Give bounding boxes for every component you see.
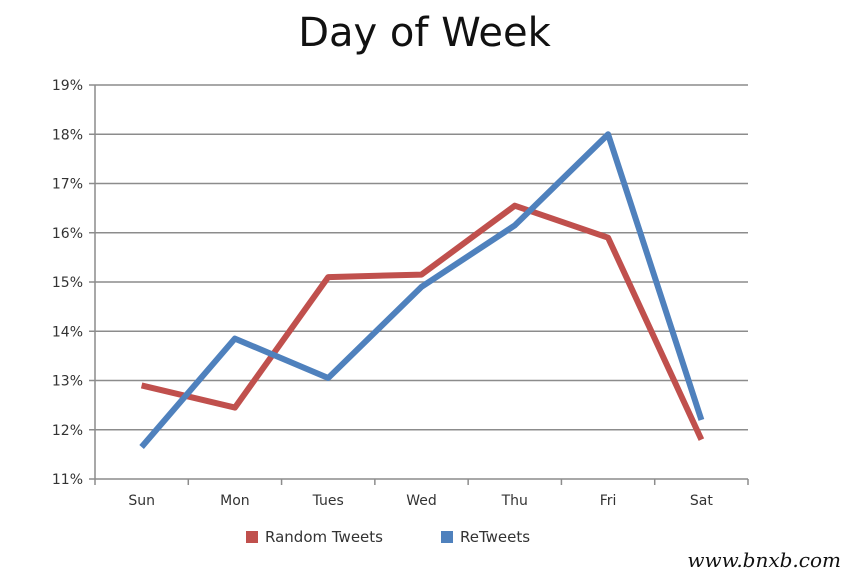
chart-title: Day of Week	[298, 10, 551, 56]
y-tick-label: 13%	[52, 374, 83, 390]
x-tick-label: Sat	[690, 493, 713, 509]
x-tick-label: Sun	[128, 493, 155, 509]
gridlines	[95, 84, 748, 431]
y-tick-labels: 11% 12% 13% 14% 15% 16% 17% 18% 19%	[52, 78, 83, 488]
axes	[89, 84, 749, 485]
y-tick-label: 17%	[52, 177, 83, 193]
legend-swatch-random-tweets	[246, 531, 258, 543]
legend-label-random-tweets: Random Tweets	[265, 528, 383, 546]
x-tick-label: Fri	[600, 493, 617, 509]
x-tick-label: Mon	[220, 493, 250, 509]
y-tick-label: 18%	[52, 127, 83, 143]
series-line-retweets	[139, 131, 705, 449]
series-line-random-tweets	[140, 202, 705, 441]
legend-item-retweets: ReTweets	[441, 528, 530, 546]
line-chart: 11% 12% 13% 14% 15% 16% 17% 18% 19% Sun Mon Tues We…	[52, 78, 749, 509]
x-tick-label: Thu	[501, 493, 528, 509]
legend-label-retweets: ReTweets	[460, 528, 531, 546]
legend: Random Tweets ReTweets	[0, 528, 849, 550]
legend-item-random-tweets: Random Tweets	[246, 528, 383, 546]
y-tick-label: 19%	[52, 78, 83, 94]
x-tick-labels: Sun Mon Tues Wed Thu Fri Sat	[128, 493, 713, 509]
y-tick-label: 15%	[52, 275, 83, 291]
y-tick-label: 14%	[52, 324, 83, 340]
series-lines	[139, 131, 705, 449]
y-tick-label: 16%	[52, 226, 83, 242]
y-tick-label: 12%	[52, 423, 83, 439]
watermark: www.bnxb.com	[687, 548, 841, 572]
x-tick-label: Tues	[312, 493, 344, 509]
legend-swatch-retweets	[441, 531, 453, 543]
y-tick-label: 11%	[52, 472, 83, 488]
x-tick-label: Wed	[406, 493, 437, 509]
